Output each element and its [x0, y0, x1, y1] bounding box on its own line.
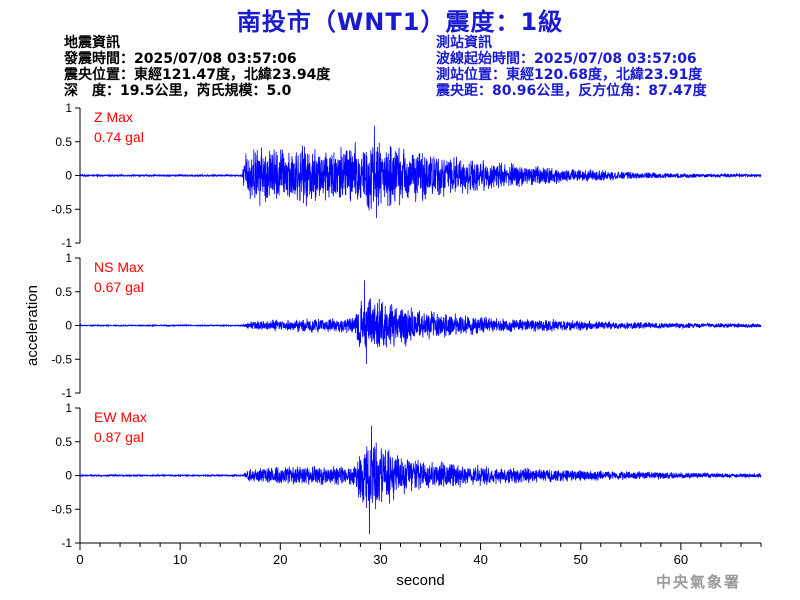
y-tick-label: 0 — [65, 319, 72, 333]
max-value: 0.87 gal — [94, 429, 144, 445]
x-tick-label: 60 — [674, 552, 688, 567]
x-tick-label: 0 — [76, 552, 83, 567]
y-tick-label: 0 — [65, 169, 72, 183]
y-tick-label: 0.5 — [55, 285, 72, 299]
waveform-trace — [79, 125, 762, 218]
y-tick-label: -1 — [61, 536, 72, 550]
y-tick-label: -0.5 — [51, 502, 72, 516]
x-tick-label: 50 — [574, 552, 588, 567]
station-info-heading: 測站資訊 — [436, 35, 492, 51]
station-info-block: 測站資訊 波線起始時間：2025/07/08 03:57:06 測站位置：東經1… — [436, 35, 707, 99]
station-location: 測站位置：東經120.68度，北緯23.91度 — [436, 67, 703, 83]
station-wave-start: 波線起始時間：2025/07/08 03:57:06 — [436, 51, 697, 67]
x-tick-label: 30 — [373, 552, 387, 567]
waveform-trace — [79, 280, 762, 364]
event-depth-magnitude: 深 度：19.5公里，芮氏規模：5.0 — [64, 83, 292, 99]
y-tick-label: 1 — [65, 101, 72, 115]
y-tick-label: -1 — [61, 386, 72, 400]
x-axis-title: second — [396, 572, 444, 589]
event-time: 發震時間：2025/07/08 03:57:06 — [64, 51, 297, 67]
y-tick-label: 0 — [65, 469, 72, 483]
max-value: 0.67 gal — [94, 279, 144, 295]
x-tick-label: 40 — [473, 552, 487, 567]
y-axis-title: acceleration — [24, 285, 41, 366]
waveform-trace — [79, 425, 762, 535]
y-tick-label: 0.5 — [55, 135, 72, 149]
panel-z: 1 0.5 0 -0.5 -1 Z Max 0.74 gal — [51, 101, 762, 250]
panel-ns: 1 0.5 0 -0.5 -1 NS Max 0.67 gal — [51, 251, 762, 400]
y-tick-label: 1 — [65, 251, 72, 265]
event-epicenter: 震央位置：東經121.47度，北緯23.94度 — [64, 67, 331, 83]
x-tick-label: 10 — [173, 552, 187, 567]
y-tick-label: 1 — [65, 401, 72, 415]
max-label: Z Max — [94, 109, 133, 125]
max-label: NS Max — [94, 259, 144, 275]
max-value: 0.74 gal — [94, 129, 144, 145]
y-tick-label: -0.5 — [51, 352, 72, 366]
panel-ew: 1 0.5 0 -0.5 -1 EW Max 0.87 gal — [51, 401, 762, 550]
max-label: EW Max — [94, 409, 147, 425]
page-title: 南投市（WNT1）震度：1級 — [236, 8, 564, 36]
event-info-heading: 地震資訊 — [64, 35, 120, 51]
agency-footer: 中央氣象署 — [656, 573, 742, 591]
station-distance: 震央距：80.96公里，反方位角：87.47度 — [436, 83, 707, 99]
x-tick-label: 20 — [273, 552, 287, 567]
event-info-block: 地震資訊 發震時間：2025/07/08 03:57:06 震央位置：東經121… — [64, 35, 330, 99]
y-tick-label: 0.5 — [55, 435, 72, 449]
y-tick-label: -0.5 — [51, 202, 72, 216]
y-tick-label: -1 — [61, 236, 72, 250]
